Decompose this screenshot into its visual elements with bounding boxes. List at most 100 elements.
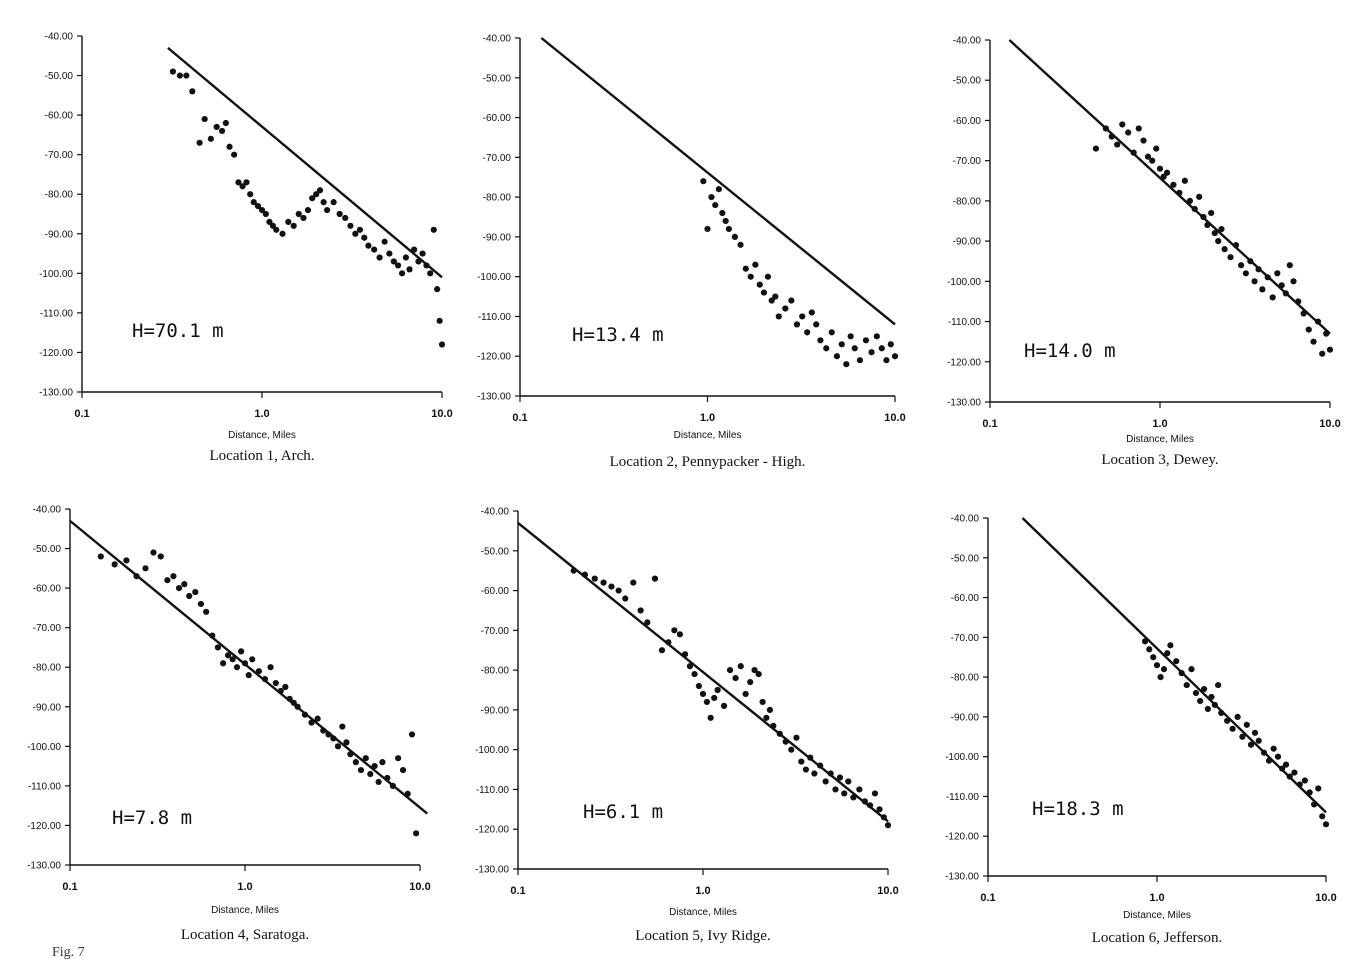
- data-point: [1140, 137, 1147, 144]
- data-point: [320, 727, 327, 734]
- y-tick-label: -40.00: [951, 514, 980, 525]
- data-point: [1149, 157, 1156, 164]
- x-tick-label: 1.0: [237, 881, 252, 893]
- y-tick-label: -70.00: [483, 153, 512, 164]
- data-point: [413, 830, 420, 837]
- data-point: [772, 293, 779, 300]
- data-point: [747, 273, 754, 280]
- data-point: [196, 139, 203, 146]
- data-point: [793, 734, 800, 741]
- data-point: [241, 660, 249, 667]
- data-point: [313, 191, 320, 198]
- data-point: [1278, 282, 1285, 289]
- data-point: [245, 672, 252, 679]
- data-point: [186, 592, 193, 600]
- data-point: [1265, 757, 1273, 764]
- regression-line: [540, 37, 896, 326]
- data-point: [231, 151, 238, 158]
- data-point: [712, 201, 719, 209]
- data-point: [384, 774, 391, 782]
- data-point: [250, 199, 257, 206]
- data-point: [111, 561, 118, 568]
- x-tick-label: 1.0: [700, 412, 715, 424]
- data-point: [181, 581, 188, 588]
- data-point: [381, 238, 388, 245]
- data-point: [356, 226, 364, 233]
- data-point: [379, 759, 386, 766]
- y-tick-label: -50.00: [481, 546, 510, 557]
- data-point: [732, 674, 739, 682]
- chart-panel-5: -40.00 -50.00 -60.00 -70.00 -80.00 -90.00 -100…: [455, 495, 915, 950]
- data-point: [1196, 193, 1203, 200]
- y-tick-label: -120.00: [945, 832, 979, 843]
- data-point: [290, 222, 297, 229]
- y-tick-label: -60.00: [483, 113, 512, 124]
- figure-footer: Fig. 7: [52, 945, 85, 960]
- data-point: [1286, 773, 1293, 780]
- data-point: [804, 329, 811, 336]
- data-point: [142, 565, 149, 572]
- data-point: [1282, 761, 1290, 768]
- data-point: [235, 179, 242, 186]
- data-point: [286, 695, 293, 702]
- data-point: [1291, 769, 1298, 776]
- data-point: [807, 754, 814, 761]
- data-point: [850, 794, 857, 801]
- data-point: [725, 225, 732, 233]
- data-point: [406, 266, 413, 273]
- data-point: [1238, 262, 1245, 269]
- data-point: [390, 258, 397, 265]
- y-tick-label: -60.00: [951, 593, 980, 604]
- y-tick-label: -110.00: [478, 312, 512, 323]
- data-point: [239, 183, 246, 190]
- data-point: [763, 714, 770, 721]
- data-point: [704, 225, 711, 233]
- data-point: [226, 143, 233, 150]
- data-point: [399, 766, 407, 774]
- data-point: [189, 88, 196, 95]
- x-tick-label: 0.1: [62, 881, 77, 893]
- x-axis-label: Distance, Miles: [1123, 910, 1191, 921]
- data-point: [1135, 125, 1142, 132]
- data-point: [375, 778, 382, 786]
- data-point: [255, 668, 262, 675]
- data-point: [347, 751, 354, 758]
- data-point: [258, 206, 266, 214]
- data-point: [833, 353, 841, 360]
- y-tick-label: -50.00: [45, 71, 74, 82]
- data-point: [1208, 209, 1215, 217]
- data-point: [1319, 813, 1326, 820]
- data-point: [395, 755, 402, 762]
- data-point: [756, 281, 763, 288]
- chart-svg: -40.00 -50.00 -60.00 -70.00 -80.00 -90.00 -100…: [39, 32, 453, 421]
- x-tick-label: 0.1: [512, 412, 527, 424]
- chart-panel-3: -40.00 -50.00 -60.00 -70.00 -80.00 -90.00 -100…: [920, 22, 1350, 472]
- x-tick-label: 0.1: [510, 885, 525, 897]
- data-point: [347, 222, 354, 229]
- data-point: [1255, 266, 1262, 273]
- y-tick-label: -80.00: [45, 190, 74, 201]
- data-point: [1229, 725, 1236, 732]
- y-tick-label: -70.00: [481, 626, 510, 637]
- chart-caption: Location 2, Pennypacker - High.: [609, 454, 806, 470]
- y-tick-label: -130.00: [947, 398, 981, 409]
- data-point: [295, 210, 302, 218]
- data-point: [817, 337, 824, 344]
- data-point: [150, 549, 157, 556]
- data-point: [1186, 197, 1194, 204]
- data-point: [404, 790, 411, 797]
- data-point: [811, 770, 818, 777]
- data-point: [371, 763, 378, 770]
- data-point: [220, 660, 227, 667]
- chart-panel-4: -40.00 -50.00 -60.00 -70.00 -80.00 -90.00 -100…: [20, 495, 460, 950]
- data-point: [1204, 221, 1211, 229]
- data-point: [711, 694, 718, 702]
- data-point: [398, 270, 406, 277]
- x-tick-label: 0.1: [74, 408, 89, 420]
- data-point: [1310, 338, 1317, 345]
- y-tick-label: -80.00: [481, 666, 510, 677]
- data-point: [799, 313, 806, 320]
- y-tick-label: -80.00: [951, 673, 980, 684]
- data-point: [213, 123, 220, 131]
- data-point: [707, 714, 714, 721]
